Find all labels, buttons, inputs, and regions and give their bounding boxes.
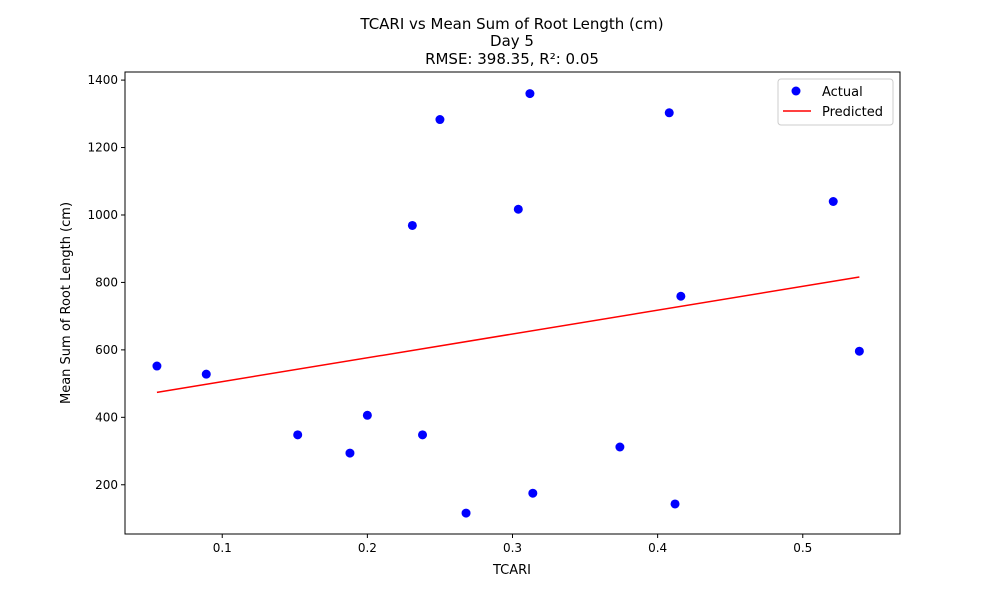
actual-point — [435, 115, 445, 125]
actual-point — [670, 499, 680, 509]
chart-title-line-1: TCARI vs Mean Sum of Root Length (cm) — [359, 15, 663, 33]
y-tick-label: 1000 — [87, 208, 118, 222]
y-tick-label: 400 — [95, 410, 118, 424]
y-tick-label: 1400 — [87, 73, 118, 87]
x-tick-label: 0.3 — [503, 541, 522, 555]
actual-point — [345, 448, 355, 458]
actual-point — [676, 291, 686, 301]
actual-point — [664, 108, 674, 118]
y-tick-label: 200 — [95, 478, 118, 492]
y-axis-label: Mean Sum of Root Length (cm) — [59, 202, 74, 404]
legend: Actual Predicted — [777, 78, 894, 126]
x-tick-label: 0.1 — [213, 541, 232, 555]
actual-point — [854, 346, 864, 356]
actual-point — [615, 442, 625, 452]
actual-point — [461, 508, 471, 518]
chart-title-line-3: RMSE: 398.35, R²: 0.05 — [425, 50, 599, 68]
legend-marker-actual — [791, 86, 801, 96]
actual-point — [293, 430, 303, 440]
y-tick-label: 800 — [95, 275, 118, 289]
x-tick-label: 0.2 — [358, 541, 377, 555]
y-tick-label: 1200 — [87, 141, 118, 155]
actual-point — [528, 488, 538, 498]
actual-point — [152, 361, 162, 371]
x-tick-label: 0.4 — [648, 541, 667, 555]
actual-point — [418, 430, 428, 440]
y-tick-label: 600 — [95, 343, 118, 357]
actual-point — [407, 220, 417, 230]
x-axis-ticks: 0.1 0.2 0.3 0.4 0.5 — [213, 534, 812, 555]
legend-box — [777, 78, 894, 126]
plot-frame — [124, 71, 901, 535]
actual-point — [513, 204, 523, 214]
legend-label-actual: Actual — [822, 85, 863, 100]
actual-point — [525, 89, 535, 99]
y-axis-ticks: 200 400 600 800 1000 1200 1400 — [87, 73, 125, 492]
x-tick-label: 0.5 — [793, 541, 812, 555]
legend-label-predicted: Predicted — [822, 105, 883, 120]
actual-point — [362, 410, 372, 420]
predicted-line — [156, 276, 860, 394]
plot-series — [152, 89, 864, 518]
actual-point — [828, 196, 838, 206]
x-axis-label: TCARI — [492, 563, 531, 578]
actual-point — [201, 369, 211, 379]
chart-title-line-2: Day 5 — [490, 32, 534, 50]
